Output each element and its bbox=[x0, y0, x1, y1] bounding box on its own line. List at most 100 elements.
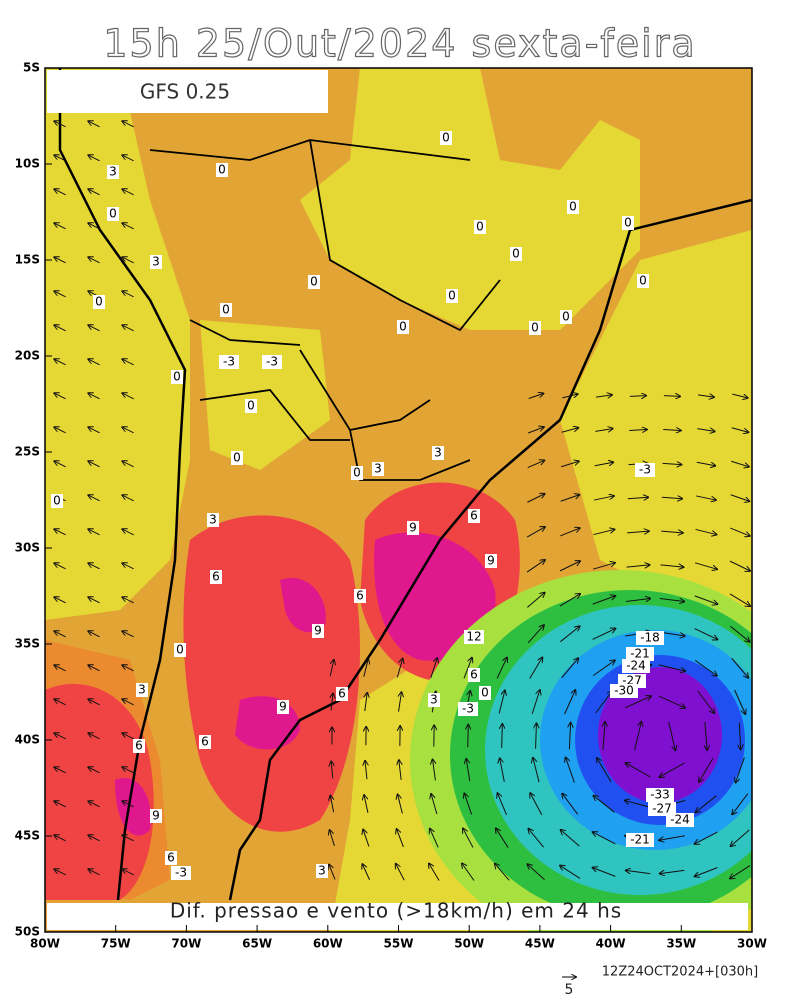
wind-arrow bbox=[527, 864, 545, 881]
wind-arrow bbox=[122, 325, 134, 332]
contour-label: -33 bbox=[650, 788, 670, 802]
wind-arrow bbox=[88, 461, 100, 468]
contour-label-bg bbox=[610, 684, 638, 698]
wind-arrow bbox=[561, 428, 579, 433]
wind-arrow bbox=[595, 395, 612, 397]
contour-label-bg bbox=[165, 851, 177, 865]
wind-arrow bbox=[527, 494, 544, 503]
wind-arrow bbox=[54, 325, 66, 332]
wind-arrow bbox=[533, 758, 540, 783]
lon-label: 80W bbox=[30, 937, 60, 951]
wind-arrow bbox=[54, 563, 66, 570]
contour-label-bg bbox=[666, 813, 694, 827]
wind-arrow bbox=[122, 631, 134, 638]
wind-arrow bbox=[595, 691, 612, 714]
contour-label: 0 bbox=[399, 320, 407, 334]
wind-arrow bbox=[562, 794, 579, 815]
wind-arrow bbox=[526, 560, 545, 573]
wind-arrow bbox=[399, 760, 401, 780]
wind-arrow bbox=[496, 657, 507, 679]
contour-label-bg bbox=[622, 216, 634, 230]
timestamp: 12Z24OCT2024+[030h] bbox=[602, 965, 758, 980]
contour-label: -3 bbox=[223, 355, 235, 369]
contour-label: 0 bbox=[531, 321, 539, 335]
wind-arrow bbox=[629, 430, 647, 431]
contour-label: 9 bbox=[152, 809, 160, 823]
wind-arrow bbox=[88, 495, 100, 502]
contour-label: 6 bbox=[356, 589, 364, 603]
wind-arrow bbox=[629, 396, 646, 397]
contour-label-bg bbox=[199, 735, 211, 749]
contour-label: 6 bbox=[470, 668, 478, 682]
contour-label-bg bbox=[336, 687, 348, 701]
wind-arrow bbox=[528, 393, 544, 399]
wind-arrow bbox=[593, 529, 615, 536]
contour-label-bg bbox=[210, 570, 222, 584]
wind-arrow bbox=[54, 257, 66, 264]
wind-arrow bbox=[88, 665, 100, 672]
contour-label-bg bbox=[372, 462, 384, 476]
wind-arrow bbox=[330, 796, 333, 813]
wind-arrow bbox=[122, 767, 134, 774]
contour-label-bg bbox=[567, 200, 579, 214]
wind-arrow bbox=[497, 793, 507, 815]
wind-arrow bbox=[659, 835, 685, 840]
wind-arrow bbox=[88, 733, 100, 740]
wind-arrow bbox=[88, 189, 100, 196]
contour-label: 0 bbox=[222, 303, 230, 317]
contour-label: 0 bbox=[512, 247, 520, 261]
wind-arrow bbox=[729, 560, 750, 571]
contour-label-bg bbox=[635, 463, 655, 477]
contour-label: 0 bbox=[53, 494, 61, 508]
wind-arrow bbox=[526, 527, 545, 538]
wind-arrow bbox=[54, 835, 66, 842]
contour-label-bg bbox=[150, 809, 162, 823]
wind-arrow bbox=[660, 869, 685, 873]
contour-label: 3 bbox=[138, 683, 146, 697]
contour-label-bg bbox=[622, 659, 650, 673]
wind-arrow bbox=[536, 723, 537, 749]
wind-arrow bbox=[398, 795, 403, 814]
wind-arrow bbox=[595, 429, 612, 432]
magenta-area bbox=[374, 532, 496, 661]
contour-label: 0 bbox=[569, 200, 577, 214]
wind-arrow bbox=[597, 758, 612, 783]
wind-arrow bbox=[54, 461, 66, 468]
wind-arrow bbox=[696, 461, 715, 465]
wind-arrow bbox=[695, 528, 717, 534]
wind-arrow bbox=[54, 699, 66, 706]
wind-arrow bbox=[736, 757, 745, 783]
wind-arrow bbox=[560, 528, 579, 537]
wind-arrow bbox=[88, 393, 100, 400]
wind-arrow bbox=[730, 865, 751, 879]
contour-label-bg bbox=[407, 521, 419, 535]
wind-arrow bbox=[54, 427, 66, 434]
wind-arrow bbox=[624, 696, 651, 709]
wind-arrow bbox=[122, 155, 134, 162]
wind-arrow bbox=[54, 291, 66, 298]
wind-arrow bbox=[732, 393, 747, 398]
wind-arrow bbox=[122, 427, 134, 434]
contour-label: 0 bbox=[481, 686, 489, 700]
magenta-area bbox=[280, 578, 326, 633]
wind-arrow bbox=[626, 565, 650, 567]
wind-arrow bbox=[626, 763, 651, 778]
contour-label: 3 bbox=[374, 462, 382, 476]
wind-arrow bbox=[54, 359, 66, 366]
wind-arrow bbox=[88, 325, 100, 332]
wind-arrow bbox=[560, 495, 580, 502]
contour-label-bg bbox=[485, 554, 497, 568]
lat-label: 25S bbox=[15, 445, 40, 459]
contour-label-bg bbox=[468, 509, 480, 523]
contour-label: 6 bbox=[135, 739, 143, 753]
wind-arrow bbox=[699, 757, 714, 782]
wind-arrow bbox=[731, 829, 750, 846]
wind-arrow bbox=[54, 155, 66, 162]
contour-label-bg bbox=[171, 370, 183, 384]
wind-arrow bbox=[694, 659, 717, 675]
wind-arrow bbox=[739, 722, 740, 750]
wind-arrow bbox=[592, 629, 616, 640]
wind-arrow bbox=[625, 800, 652, 808]
vector-scale: 5 bbox=[565, 982, 574, 998]
wind-arrow bbox=[462, 863, 475, 881]
